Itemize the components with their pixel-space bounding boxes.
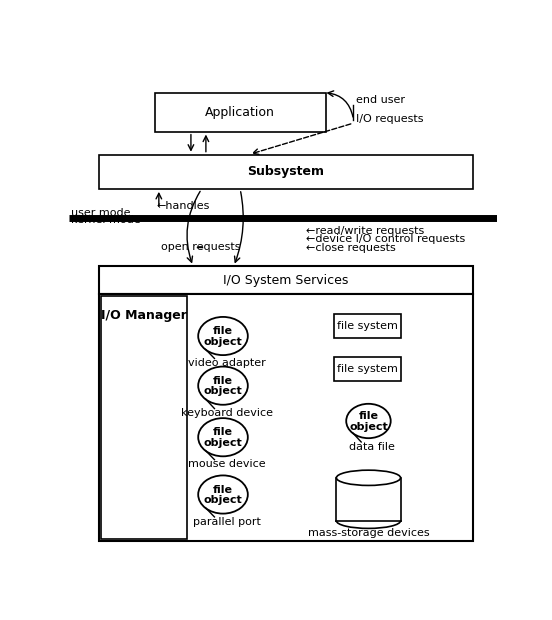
Text: object: object	[204, 438, 242, 448]
Text: file: file	[213, 326, 233, 336]
Text: I/O System Services: I/O System Services	[224, 273, 349, 286]
Ellipse shape	[198, 366, 248, 405]
Ellipse shape	[198, 418, 248, 456]
Text: file: file	[213, 376, 233, 386]
Text: object: object	[204, 495, 242, 505]
Text: ←handles: ←handles	[157, 201, 210, 211]
Ellipse shape	[198, 317, 248, 355]
Text: mass-storage devices: mass-storage devices	[307, 528, 429, 538]
Bar	[155, 92, 326, 131]
Bar	[101, 296, 187, 539]
Bar	[99, 154, 473, 189]
Text: object: object	[349, 422, 388, 432]
Bar	[99, 267, 473, 294]
Ellipse shape	[346, 404, 391, 438]
Text: file: file	[213, 427, 233, 438]
Text: user mode: user mode	[71, 208, 131, 218]
Ellipse shape	[198, 476, 248, 513]
Text: kernel mode: kernel mode	[71, 216, 141, 226]
Text: keyboard device: keyboard device	[181, 409, 273, 419]
Text: file system: file system	[337, 321, 398, 331]
Text: Application: Application	[205, 105, 275, 118]
Text: Subsystem: Subsystem	[248, 166, 325, 179]
Text: file: file	[358, 411, 379, 421]
Text: I/O Manager: I/O Manager	[101, 309, 187, 322]
Bar	[336, 478, 401, 521]
Bar	[99, 294, 473, 541]
Bar	[335, 357, 401, 381]
Ellipse shape	[336, 470, 401, 485]
Text: mouse device: mouse device	[188, 459, 266, 469]
Text: open requests: open requests	[161, 242, 241, 252]
Text: I/O requests: I/O requests	[355, 114, 423, 124]
Text: ←close requests: ←close requests	[306, 242, 396, 253]
Text: data file: data file	[349, 442, 395, 452]
Text: file: file	[213, 485, 233, 495]
Text: object: object	[204, 386, 242, 396]
Bar	[335, 314, 401, 338]
Text: ←read/write requests: ←read/write requests	[306, 226, 424, 236]
Text: end user: end user	[355, 95, 405, 105]
Text: ←device I/O control requests: ←device I/O control requests	[306, 234, 466, 244]
Text: file system: file system	[337, 364, 398, 374]
Text: object: object	[204, 337, 242, 347]
Text: parallel port: parallel port	[193, 516, 261, 527]
Text: video adapter: video adapter	[188, 358, 266, 368]
